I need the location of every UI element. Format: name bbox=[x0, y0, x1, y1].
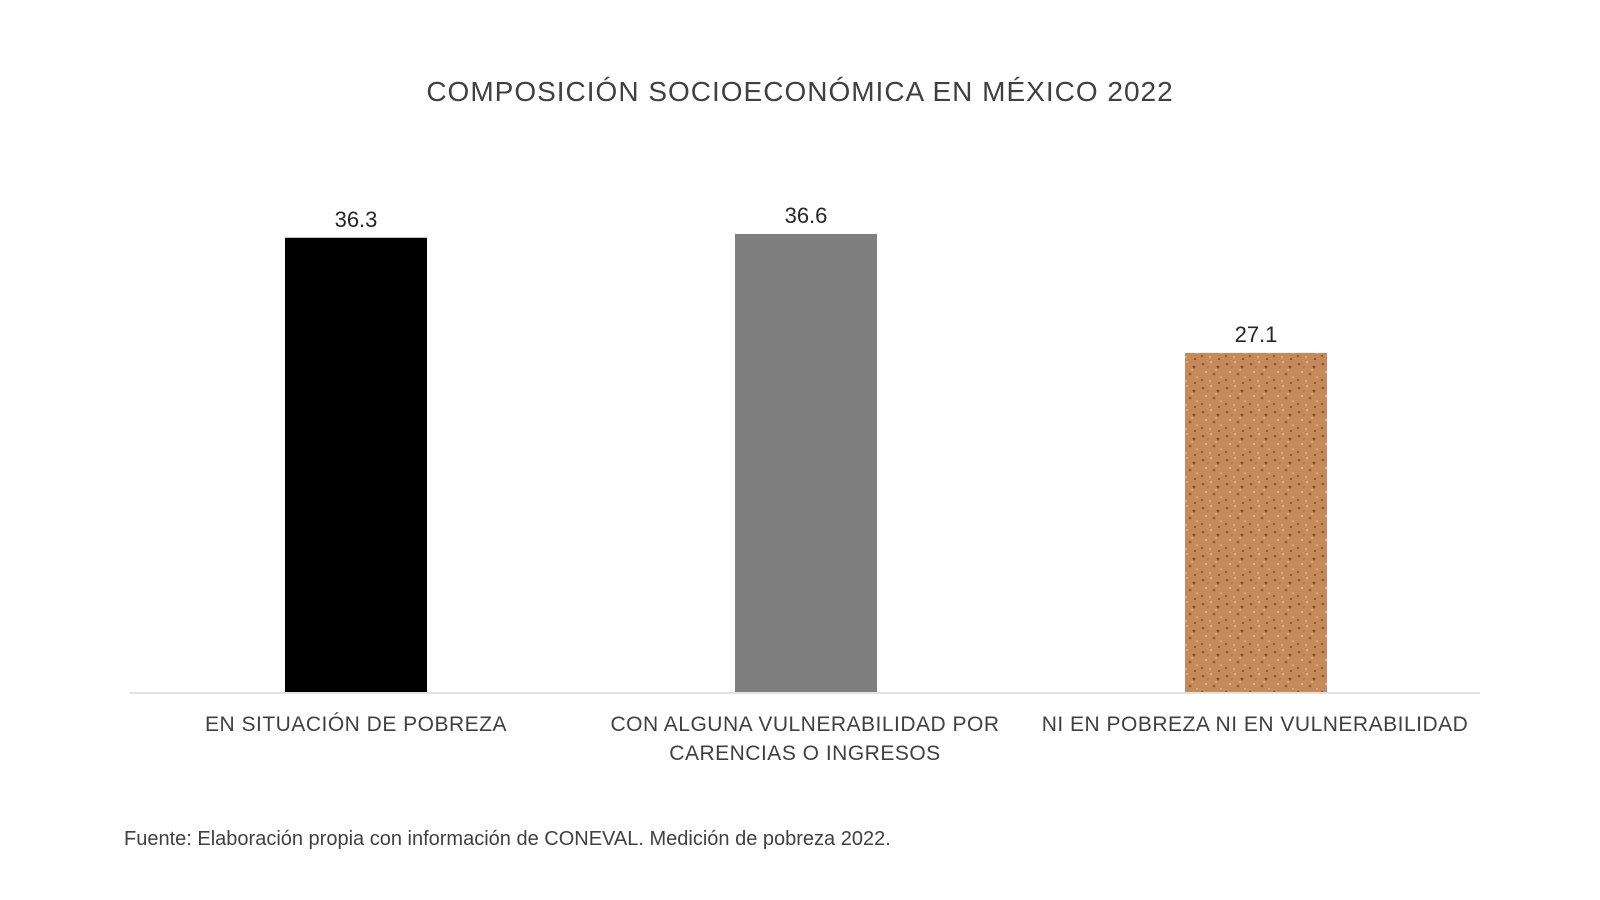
bar-2 bbox=[1185, 352, 1327, 692]
data-label-2: 27.1 bbox=[1235, 322, 1278, 347]
source-note: Fuente: Elaboración propia con informaci… bbox=[124, 828, 891, 850]
data-label-0: 36.3 bbox=[335, 207, 378, 232]
category-label-2: NI EN POBREZA NI EN VULNERABILIDAD bbox=[1041, 713, 1469, 736]
chart-title: COMPOSICIÓN SOCIOECONÓMICA EN MÉXICO 202… bbox=[426, 76, 1174, 107]
data-label-1: 36.6 bbox=[785, 203, 828, 228]
category-label-0: EN SITUACIÓN DE POBREZA bbox=[204, 713, 508, 736]
bar-1 bbox=[735, 234, 877, 692]
category-label-1: CON ALGUNA VULNERABILIDAD POR CARENCIAS … bbox=[610, 713, 1000, 765]
bar-0 bbox=[285, 237, 427, 693]
